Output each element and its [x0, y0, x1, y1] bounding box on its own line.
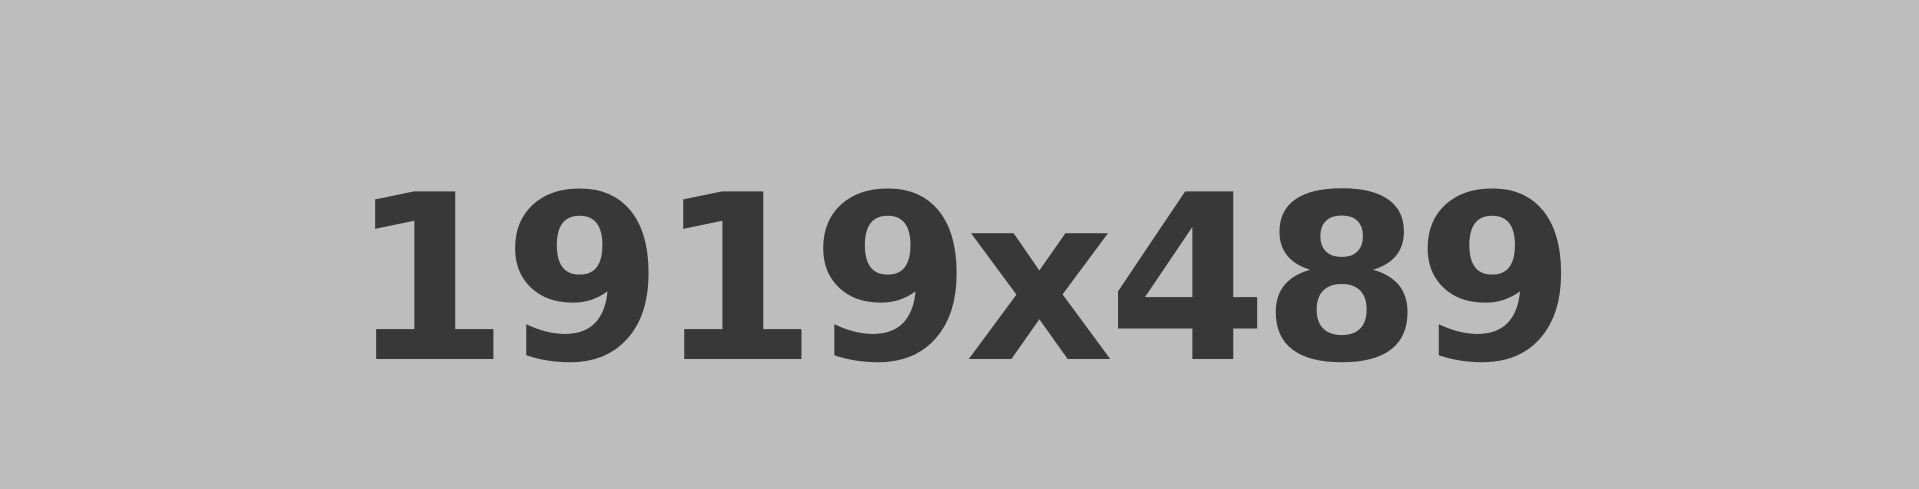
- dimension-label: 1919x489: [349, 147, 1576, 414]
